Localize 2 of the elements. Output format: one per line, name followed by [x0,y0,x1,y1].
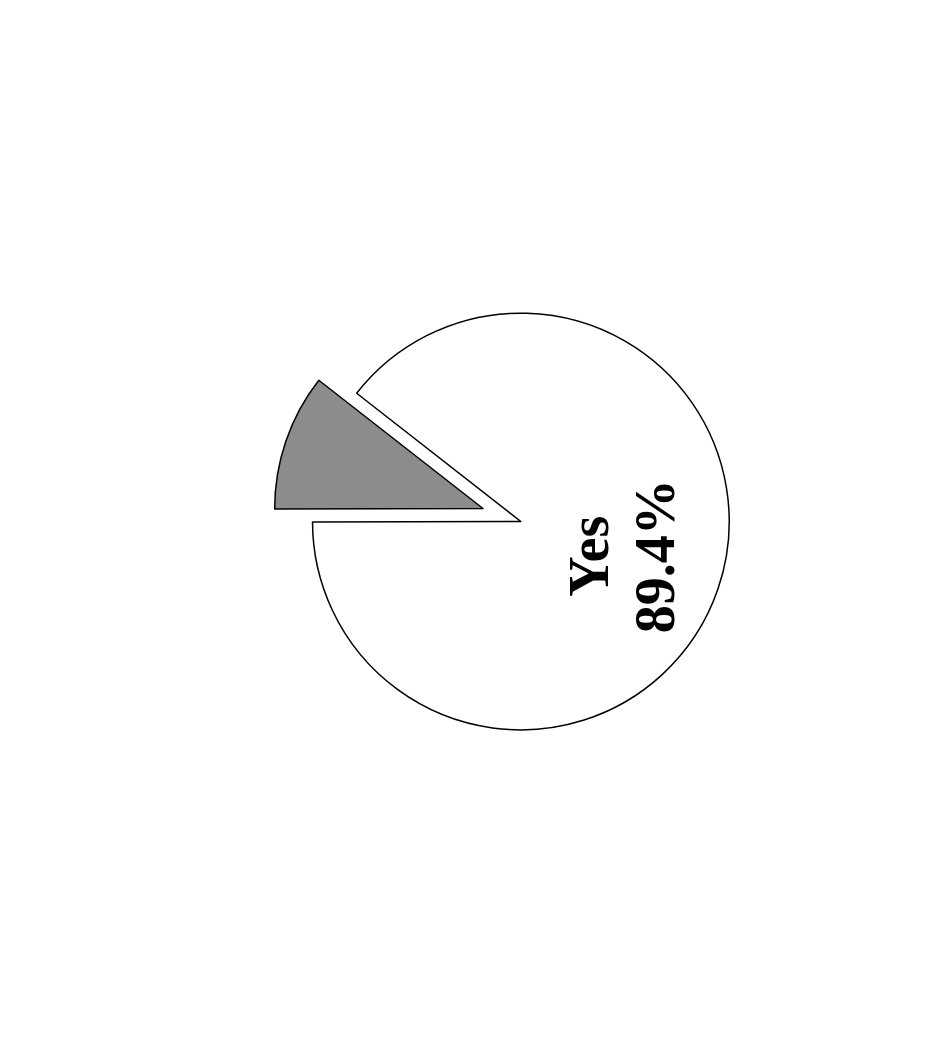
data-label: 89.4% [624,479,687,634]
slice-label: Yes [558,515,621,597]
